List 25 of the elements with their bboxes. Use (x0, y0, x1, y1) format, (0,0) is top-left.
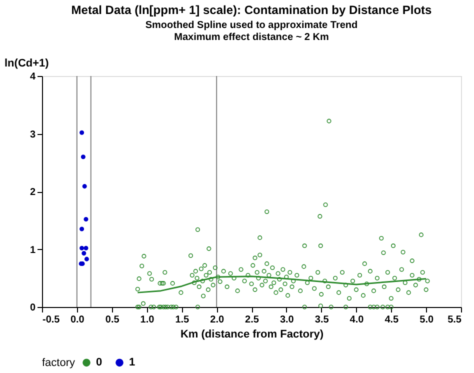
legend-label: 1 (129, 356, 136, 369)
y-tick-label: 4 (30, 72, 36, 82)
y-tick-label: 0 (30, 302, 36, 314)
x-tick-label: 2.5 (245, 314, 260, 326)
y-tick-label: 2 (30, 187, 36, 198)
x-tick-label: 2.0 (210, 314, 224, 326)
x-tick-label: 3.5 (314, 314, 330, 326)
legend-label: 0 (96, 356, 102, 369)
x-tick-label: 1.5 (175, 314, 190, 326)
y-axis-title: ln(Cd+1) (4, 58, 50, 70)
x-tick-label: 5.0 (420, 314, 434, 326)
chart-title: Metal Data (ln[ppm+ 1] scale): Contamination by Distance Plots (71, 3, 432, 17)
x-tick-label: 4.5 (384, 314, 400, 326)
x-tick-label: -0.5 (42, 314, 60, 326)
x-tick-label: 3.0 (280, 314, 294, 326)
x-tick-label: 0.5 (105, 314, 120, 326)
y-tick-label: 1 (30, 244, 36, 256)
x-tick-label: 5.5 (448, 314, 462, 326)
chart-subtitle: Smoothed Spline used to approximate Trend Maximum effect distance ~ 2 Km (145, 20, 358, 43)
x-tick-label: 4.0 (350, 314, 364, 326)
y-tick-label: 3 (30, 129, 36, 140)
x-tick-label: 1.0 (140, 314, 155, 326)
x-axis-title: Km (distance from Factory) (180, 328, 324, 340)
legend-title: factory (42, 357, 76, 369)
x-tick-label: 0.0 (70, 314, 85, 326)
